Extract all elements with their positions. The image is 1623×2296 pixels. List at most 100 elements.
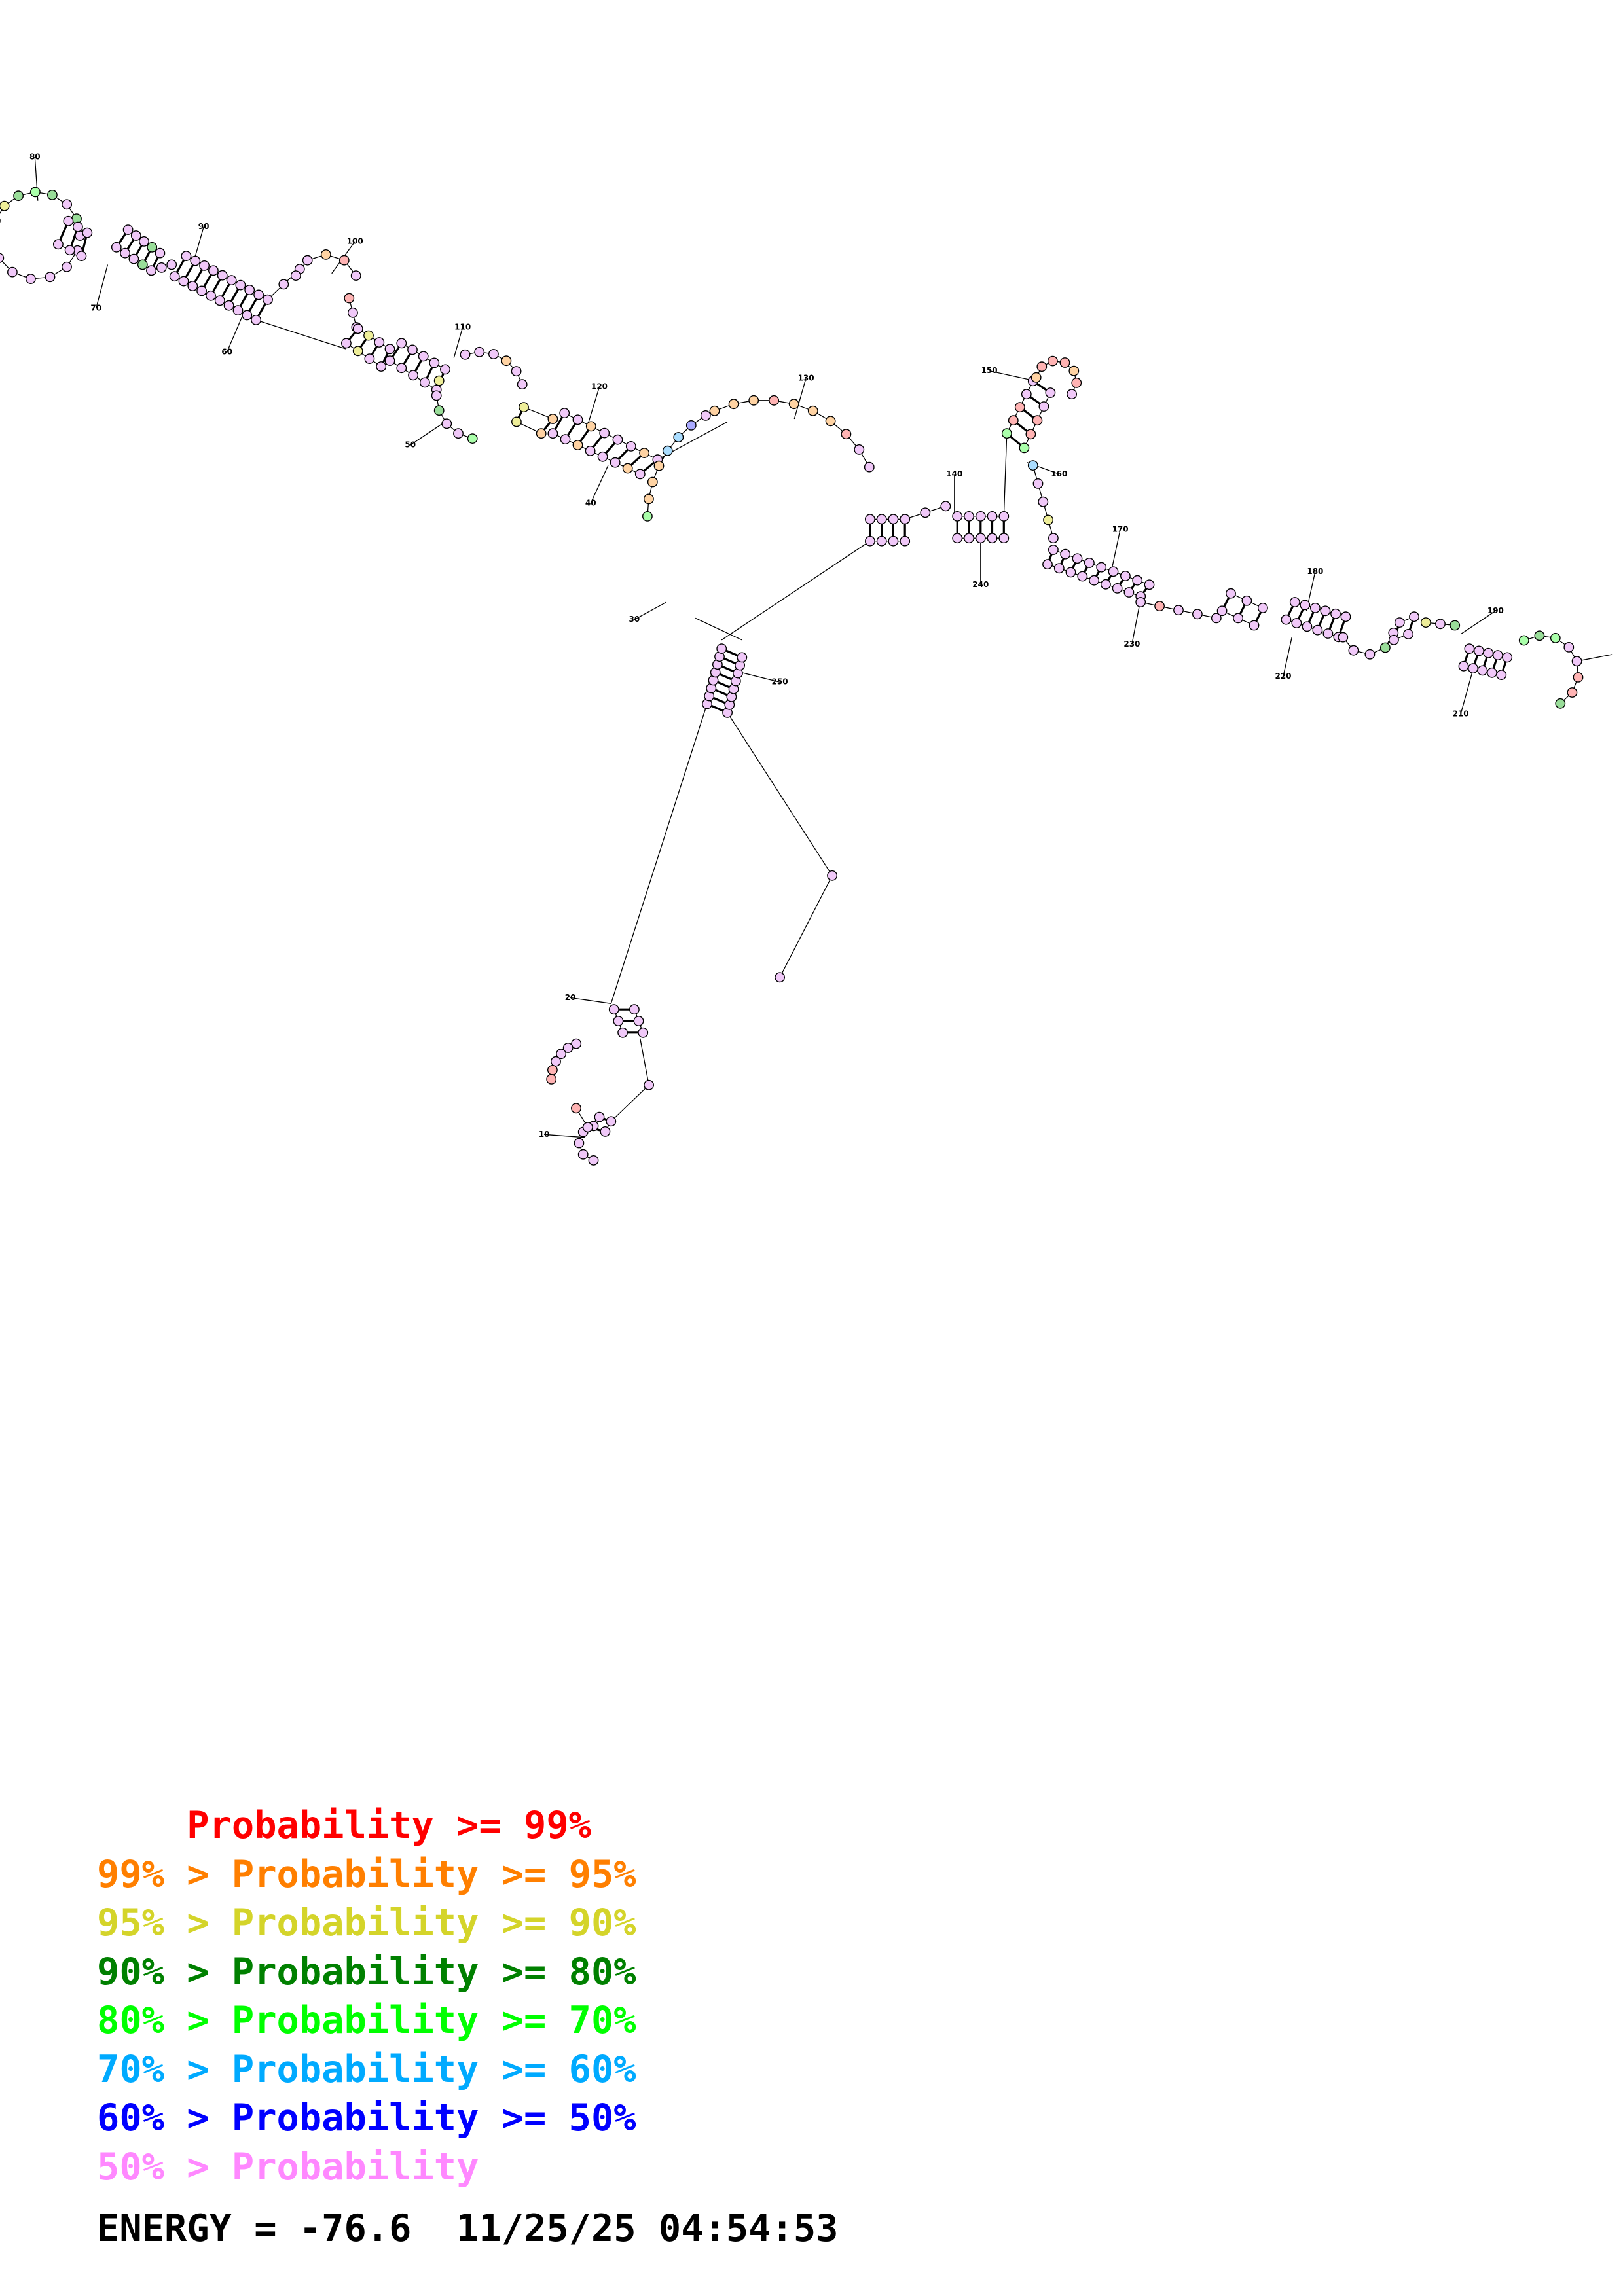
position-label: 40 [585,498,596,507]
nucleotide-low [599,427,610,439]
nucleotide-low [1048,545,1059,555]
nucleotide-p90 [363,330,374,341]
nucleotide-p95 [639,448,649,458]
nucleotide-low [1060,548,1071,560]
nucleotide-low [431,390,442,401]
nucleotide-p95 [320,249,331,260]
nucleotide-p95 [1030,372,1042,383]
nucleotide-low [62,261,72,272]
nucleotide-p80 [433,405,445,416]
position-label: 60 [221,347,232,356]
nucleotide-low [1403,629,1414,639]
nucleotide-p90 [352,346,363,357]
nucleotide-p99 [1071,378,1082,388]
nucleotide-low [1241,595,1252,606]
position-label: 90 [198,222,210,231]
nucleotide-low [226,275,237,285]
position-tick [570,997,611,1004]
legend-entry-low: 50% > Probability [97,2143,948,2192]
nucleotide-low [998,511,1010,522]
backbone-segment [255,319,347,350]
nucleotide-low [1135,597,1146,607]
position-label: 10 [539,1130,550,1139]
nucleotide-p95 [788,399,799,410]
nucleotide-low [206,290,216,301]
nucleotide-low [1038,401,1049,412]
nucleotide-low [122,224,134,235]
nucleotide-low [1067,389,1078,400]
nucleotide-low [610,457,621,468]
position-tick [739,672,780,683]
nucleotide-low [166,259,177,270]
energy-timestamp-footer: ENERGY = -76.6 11/25/25 04:54:53 [97,2207,839,2250]
nucleotide-p99 [841,429,852,440]
rna-structure-svg: 10 20 30 40 50 60 70 80 90 100 110 120 130 140 150 160 1… [0,152,1613,1166]
nucleotide-low [396,338,407,349]
position-tick [634,601,667,620]
nucleotide-low [511,366,522,377]
nucleotide-p60 [673,432,684,442]
nucleotide-low [1096,562,1107,573]
nucleotide-low [190,255,201,266]
nucleotide-low [1045,387,1056,398]
position-label: 170 [1112,524,1129,533]
nucleotide-low [181,251,192,261]
nucleotide-low [341,338,352,349]
nucleotide-low [559,408,570,418]
nucleotide-low [644,1079,654,1090]
nucleotide-low [82,227,93,238]
nucleotide-low [1053,563,1065,574]
nucleotide-p90 [1420,617,1431,628]
nucleotide-low [638,1027,649,1038]
nucleotide-low [1348,645,1359,656]
nucleotide-low [178,276,189,287]
nucleotide-low [1120,571,1131,581]
nucleotide-low [1192,609,1203,620]
legend-prefix: 95% > [97,1901,232,1945]
nucleotide-low [244,285,255,295]
nucleotide-low [1281,614,1292,625]
nucleotide-low [251,314,261,325]
nucleotide-low [1108,566,1119,577]
nucleotide-low [1310,603,1321,613]
nucleotide-low [1084,558,1095,568]
nucleotide-low [1364,649,1376,660]
nucleotide-low [572,414,583,425]
nucleotide-low [1065,567,1076,578]
legend-prefix: 70% > [97,2047,232,2091]
nucleotide-low [1320,605,1331,617]
nucleotide-low [1571,656,1582,667]
nucleotide-low [998,533,1010,544]
nucleotide-low [608,1004,619,1015]
backbone-segment [1003,433,1008,516]
nucleotide-low [987,511,998,522]
legend-prefix: 80% > [97,1999,232,2042]
nucleotide-low [1468,663,1478,673]
position-label: 70 [90,304,101,313]
nucleotide-low [1032,478,1044,489]
nucleotide-low [396,363,407,374]
legend-entry-p60: 70% > Probability >= 60% [97,2045,948,2094]
nucleotide-p90 [511,416,522,427]
legend-entry-p70: 80% > Probability >= 70% [97,1996,948,2045]
nucleotide-low [348,307,358,318]
nucleotide-low [920,507,931,518]
legend-text: Probability >= 60% [231,2047,636,2091]
nucleotide-p99 [769,395,780,406]
legend-prefix: 60% > [97,2096,232,2140]
nucleotide-low [854,444,865,455]
nucleotide-low [187,281,198,291]
nucleotide-low [169,271,180,282]
nucleotide-low [1483,647,1494,658]
nucleotide-low [1312,624,1323,636]
position-label: 30 [629,615,640,624]
nucleotide-p95 [807,405,818,416]
nucleotide-p95 [572,440,583,450]
nucleotide-low [1492,650,1503,660]
nucleotide-p60 [662,445,673,456]
position-label: 240 [972,580,989,589]
nucleotide-p99 [546,1074,557,1085]
nucleotide-low [975,511,986,522]
nucleotide-low [574,1138,585,1149]
nucleotide-low [1048,533,1059,544]
